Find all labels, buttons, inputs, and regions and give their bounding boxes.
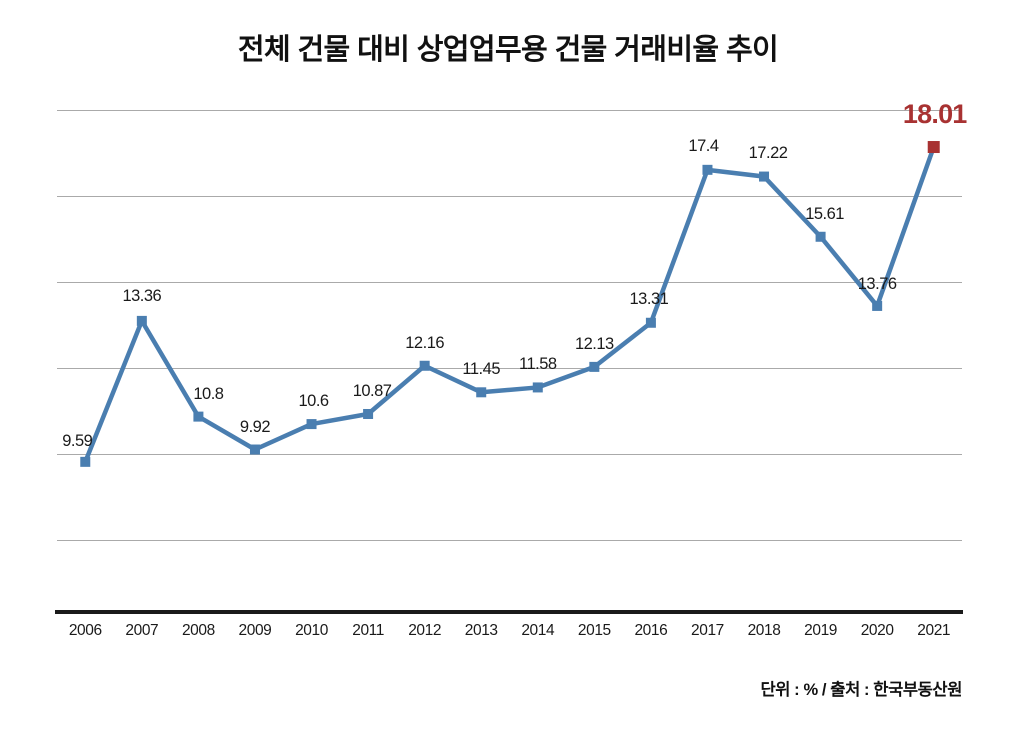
data-point-marker	[702, 164, 713, 175]
data-point-marker	[476, 387, 487, 398]
data-point-label: 10.8	[193, 384, 224, 403]
data-point-label: 12.16	[405, 333, 445, 352]
x-axis-tick-label: 2014	[521, 622, 555, 639]
x-axis-tick-label: 2018	[747, 622, 781, 639]
data-point-label: 17.22	[748, 143, 788, 162]
x-axis-tick-label: 2008	[181, 622, 215, 639]
gridline	[57, 540, 962, 541]
data-point-label: 9.59	[62, 431, 93, 450]
data-point-marker-highlight	[927, 141, 940, 154]
data-point-label: 10.87	[352, 381, 392, 400]
data-point-label: 15.61	[805, 204, 844, 223]
data-point-marker	[306, 419, 317, 430]
gridline	[57, 196, 962, 197]
x-axis-tick-label: 2007	[125, 622, 159, 639]
x-axis-tick-label: 2013	[464, 622, 498, 639]
x-axis-tick-label: 2015	[577, 622, 611, 639]
x-axis-tick-label: 2006	[68, 622, 102, 639]
data-point-label: 10.6	[298, 392, 329, 411]
gridline	[57, 368, 962, 369]
data-point-marker	[872, 300, 883, 311]
series-line	[83, 144, 936, 465]
data-point-label: 9.92	[239, 417, 271, 436]
data-point-label: 13.31	[629, 289, 669, 308]
x-axis-line	[55, 610, 963, 614]
x-axis-tick-label: 2017	[691, 622, 724, 639]
data-point-marker	[193, 411, 204, 422]
x-axis-tick-label: 2011	[352, 622, 384, 639]
x-axis-tick-label: 2010	[295, 622, 328, 639]
data-point-marker	[363, 408, 374, 419]
data-point-label: 13.36	[122, 286, 162, 305]
data-point-marker	[815, 231, 826, 242]
x-axis-tick-labels: 2006 2007 2008 2009 2010 2011 2012 2013 2014 2015…	[0, 622, 1016, 648]
data-point-marker	[759, 171, 770, 182]
data-point-marker	[645, 317, 656, 328]
data-point-label: 11.45	[462, 360, 501, 379]
gridline	[57, 454, 962, 455]
data-point-marker	[249, 444, 260, 455]
chart-source-note: 단위 : % / 출처 : 한국부동산원	[760, 681, 962, 699]
data-point-label-highlight: 18.01	[902, 99, 967, 130]
x-axis-tick-label: 2021	[917, 622, 951, 639]
gridline	[57, 110, 962, 111]
data-point-marker	[419, 360, 430, 371]
data-point-marker	[136, 315, 147, 326]
data-point-marker	[532, 382, 543, 393]
data-point-label: 12.13	[574, 334, 614, 353]
x-axis-tick-label: 2016	[634, 622, 668, 639]
plot-area	[57, 110, 962, 541]
x-axis-tick-label: 2019	[804, 622, 838, 639]
x-axis-tick-label: 2012	[408, 622, 442, 639]
gridline	[57, 282, 962, 283]
data-point-marker	[80, 456, 91, 467]
x-axis-tick-label: 2020	[860, 622, 894, 639]
data-point-label: 11.58	[518, 355, 557, 374]
data-point-marker	[589, 361, 600, 372]
chart-title: 전체 건물 대비 상업업무용 건물 거래비율 추이	[237, 34, 779, 66]
x-axis-tick-label: 2009	[238, 622, 272, 639]
data-point-label: 17.4	[688, 136, 719, 155]
series-markers	[80, 141, 940, 467]
data-point-label: 13.76	[857, 274, 897, 293]
